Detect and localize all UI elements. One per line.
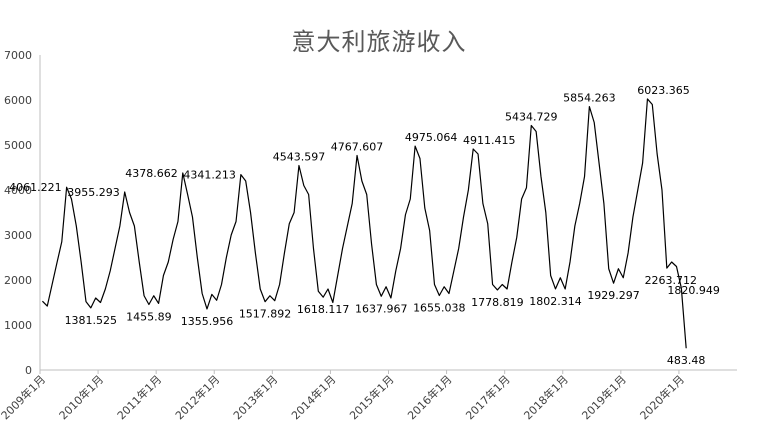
y-tick-labels: 0 1000 2000 3000 4000 5000 6000 7000: [4, 49, 32, 377]
series-layer: [41, 98, 687, 349]
data-label: 4975.064: [405, 131, 458, 144]
x-tick-label: 2011年1月: [114, 372, 164, 422]
data-labels: 4061.221 1381.525 3955.293 1455.89 4378.662 1…: [9, 84, 720, 367]
data-label: 4378.662: [125, 167, 178, 180]
data-label: 1355.956: [181, 315, 234, 328]
chart-title: 意大利旅游收入: [291, 28, 467, 56]
data-label: 1381.525: [65, 314, 118, 327]
x-tick-label: 2012年1月: [172, 372, 222, 422]
data-label: 3955.293: [67, 186, 120, 199]
data-label: 2263.712: [645, 274, 698, 287]
x-tick-label: 2015年1月: [346, 372, 396, 422]
y-tick-label: 5000: [4, 139, 32, 152]
y-tick-label: 3000: [4, 229, 32, 242]
x-tick-labels: 2009年1月 2010年1月 2011年1月 2012年1月 2013年1月 2014年…: [0, 370, 687, 422]
x-tick-label: 2009年1月: [0, 372, 48, 422]
data-label: 4061.221: [9, 181, 62, 194]
x-tick-label: 2013年1月: [230, 372, 280, 422]
y-tick-label: 6000: [4, 94, 32, 107]
data-label: 4767.607: [331, 140, 384, 153]
x-tick-label: 2019年1月: [579, 372, 629, 422]
x-tick-label: 2010年1月: [56, 372, 106, 422]
y-tick-label: 0: [25, 364, 32, 377]
data-label: 1517.892: [239, 308, 292, 321]
data-label: 5854.263: [563, 92, 616, 105]
data-label: 6023.365: [637, 84, 690, 97]
data-label: 1929.297: [587, 289, 640, 302]
data-label: 5434.729: [505, 110, 558, 123]
x-tick-label: 2020年1月: [637, 372, 687, 422]
data-label: 1802.314: [529, 295, 582, 308]
data-label: 1655.038: [413, 302, 466, 315]
x-tick-label: 2017年1月: [463, 372, 513, 422]
data-label: 1455.89: [126, 310, 172, 323]
data-label: 1778.819: [471, 296, 524, 309]
x-tick-label: 2016年1月: [405, 372, 455, 422]
data-label: 483.48: [667, 354, 706, 367]
data-label: 1820.949: [667, 284, 720, 297]
y-tick-label: 7000: [4, 49, 32, 62]
x-tick-label: 2018年1月: [521, 372, 571, 422]
data-label: 4911.415: [463, 134, 516, 147]
data-label: 4341.213: [183, 169, 236, 182]
y-tick-label: 4000: [4, 184, 32, 197]
x-tick-label: 2014年1月: [288, 372, 338, 422]
data-label: 1637.967: [355, 302, 408, 315]
data-label: 4543.597: [273, 151, 326, 164]
y-tick-label: 1000: [4, 319, 32, 332]
data-label: 1618.117: [297, 303, 350, 316]
y-tick-label: 2000: [4, 274, 32, 287]
series-line: [41, 98, 687, 349]
